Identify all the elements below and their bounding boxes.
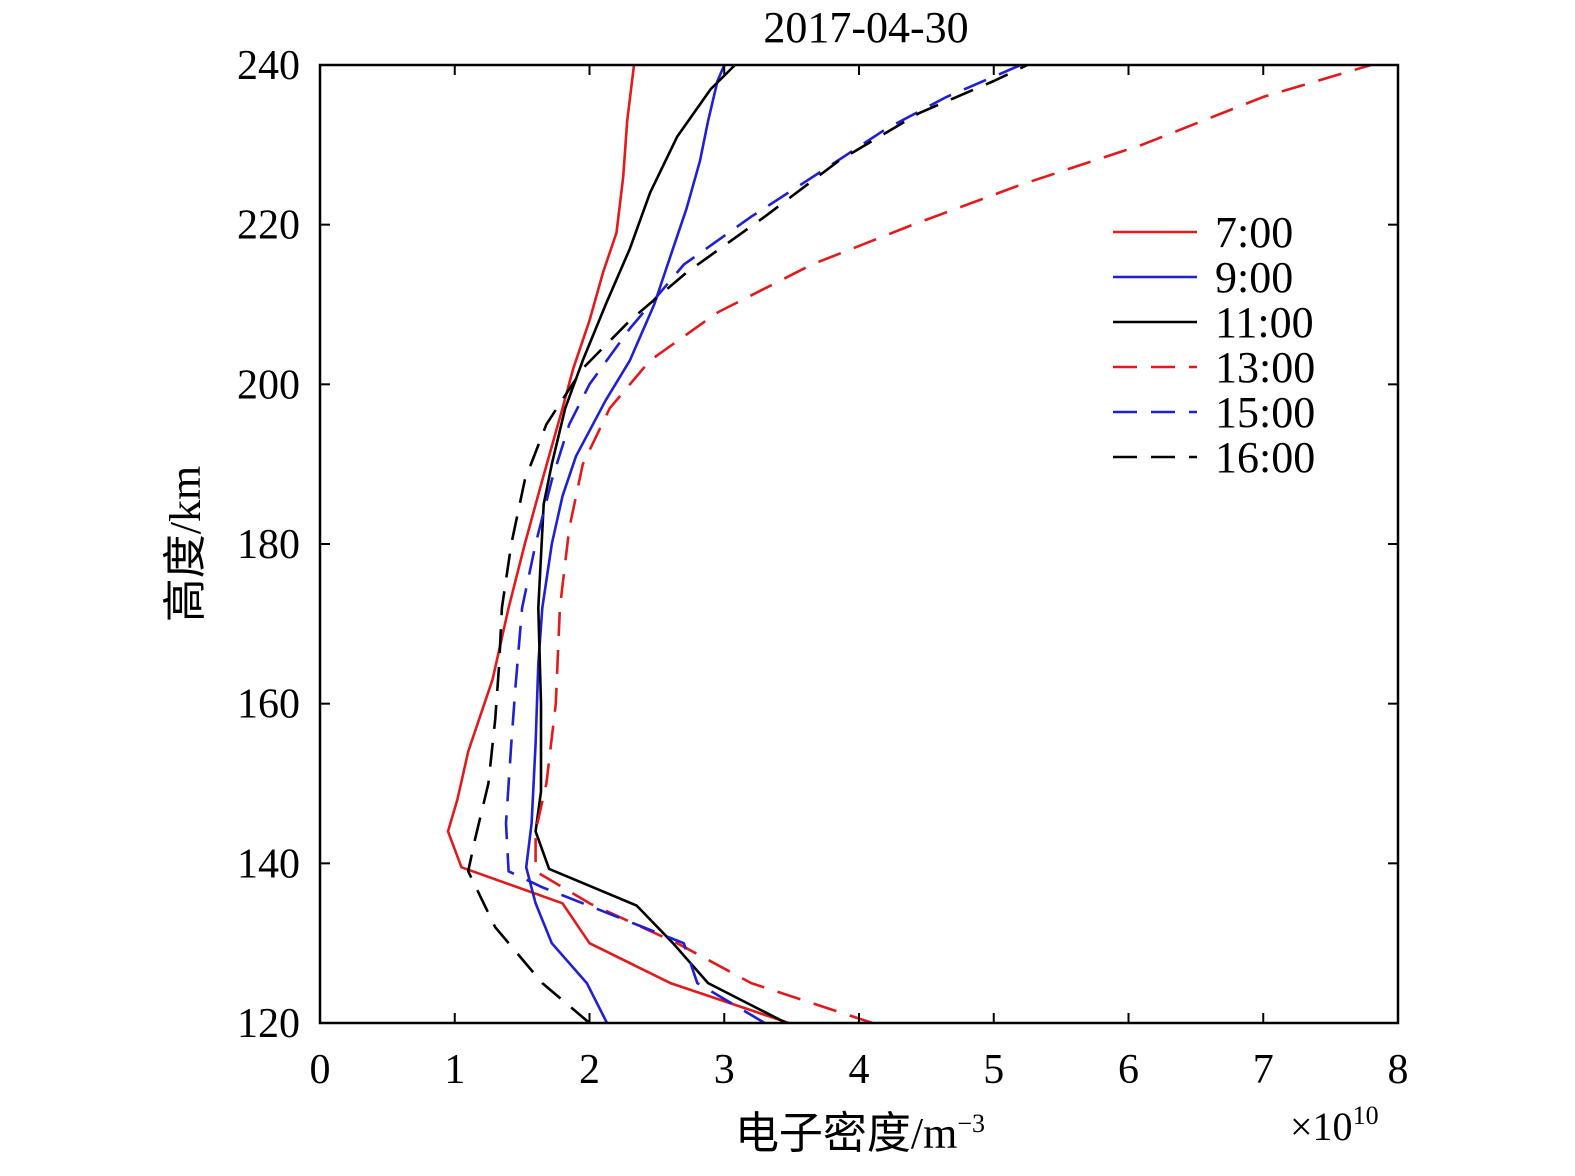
x-axis-multiplier-base: ×10 xyxy=(1290,1104,1353,1149)
chart-title: 2017-04-30 xyxy=(763,3,968,52)
series-line-13-00 xyxy=(534,63,1372,1025)
x-tick-label: 0 xyxy=(310,1047,331,1093)
legend-label: 7:00 xyxy=(1215,208,1293,257)
legend-label: 9:00 xyxy=(1215,253,1293,302)
x-axis-title-superscript: −3 xyxy=(957,1109,985,1138)
x-axis: 0 1 2 3 4 5 6 7 8 xyxy=(310,65,1409,1093)
y-tick-label: 200 xyxy=(237,362,300,408)
series-group xyxy=(446,63,1372,1025)
y-tick-label: 240 xyxy=(237,43,300,89)
x-tick-label: 4 xyxy=(849,1047,870,1093)
x-axis-multiplier-exponent: 10 xyxy=(1353,1101,1379,1130)
x-tick-label: 5 xyxy=(983,1047,1004,1093)
x-tick-label: 7 xyxy=(1253,1047,1274,1093)
series-line-7-00 xyxy=(446,64,790,1025)
x-axis-title: 电子密度/m−3 xyxy=(735,1109,985,1158)
legend-label: 15:00 xyxy=(1215,388,1315,437)
x-axis-title-text: 电子密度/m xyxy=(735,1109,957,1158)
y-tick-label: 180 xyxy=(237,522,300,568)
series-line-11-00 xyxy=(534,64,787,1025)
legend-label: 13:00 xyxy=(1215,343,1315,392)
x-tick-label: 3 xyxy=(714,1047,735,1093)
legend-label: 11:00 xyxy=(1215,298,1314,347)
x-tick-label: 1 xyxy=(444,1047,465,1093)
y-tick-label: 220 xyxy=(237,203,300,249)
series-line-16-00 xyxy=(466,63,1028,1024)
x-axis-multiplier: ×1010 xyxy=(1290,1101,1379,1149)
legend-label: 16:00 xyxy=(1215,433,1315,482)
y-axis: 120 140 160 180 200 220 240 xyxy=(237,43,1398,1047)
series-line-9-00 xyxy=(524,64,726,1024)
series-line-15-00 xyxy=(504,63,1022,1025)
y-axis-title: 高度/km xyxy=(161,466,210,622)
x-tick-label: 2 xyxy=(579,1047,600,1093)
y-tick-label: 160 xyxy=(237,682,300,728)
x-tick-label: 6 xyxy=(1118,1047,1139,1093)
y-tick-label: 120 xyxy=(237,1001,300,1047)
x-tick-label: 8 xyxy=(1388,1047,1409,1093)
y-tick-label: 140 xyxy=(237,841,300,887)
